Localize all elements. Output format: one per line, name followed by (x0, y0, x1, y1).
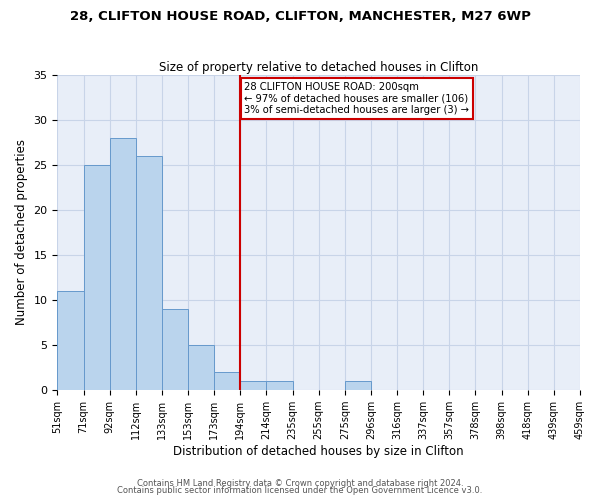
Bar (345, 380, 371, 390)
Bar (241, 380, 266, 390)
Bar (266, 380, 293, 390)
Text: 28, CLIFTON HOUSE ROAD, CLIFTON, MANCHESTER, M27 6WP: 28, CLIFTON HOUSE ROAD, CLIFTON, MANCHES… (70, 10, 530, 23)
Text: Contains HM Land Registry data © Crown copyright and database right 2024.: Contains HM Land Registry data © Crown c… (137, 478, 463, 488)
Title: Size of property relative to detached houses in Clifton: Size of property relative to detached ho… (159, 60, 478, 74)
Bar (83, 164, 110, 390)
Text: 28 CLIFTON HOUSE ROAD: 200sqm
← 97% of detached houses are smaller (106)
3% of s: 28 CLIFTON HOUSE ROAD: 200sqm ← 97% of d… (244, 82, 469, 115)
Text: Contains public sector information licensed under the Open Government Licence v3: Contains public sector information licen… (118, 486, 482, 495)
Bar (136, 156, 162, 390)
Bar (58, 290, 83, 390)
Bar (110, 138, 136, 390)
Bar (214, 372, 241, 390)
Bar (188, 344, 214, 390)
Y-axis label: Number of detached properties: Number of detached properties (15, 139, 28, 325)
Bar (162, 308, 188, 390)
X-axis label: Distribution of detached houses by size in Clifton: Distribution of detached houses by size … (173, 444, 464, 458)
